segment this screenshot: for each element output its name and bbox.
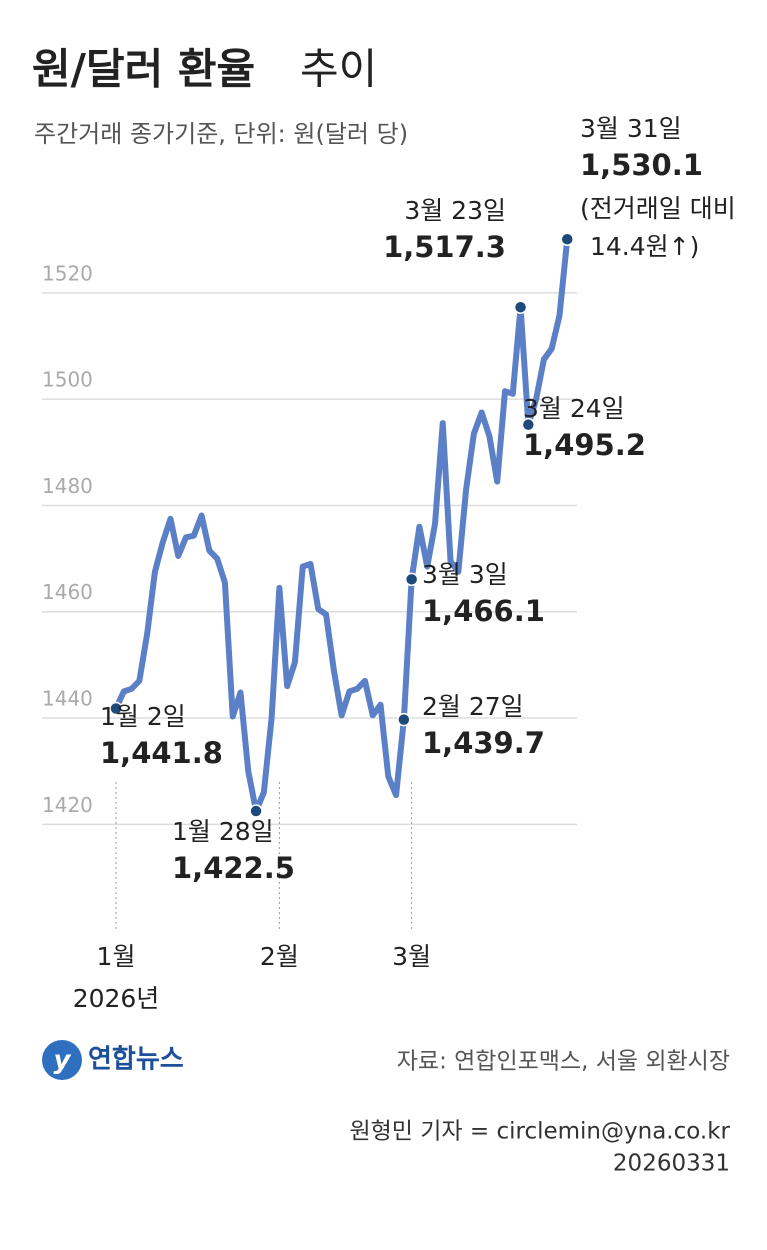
point-date: 3월 23일 (404, 196, 506, 225)
point-date: 2월 27일 (422, 692, 524, 721)
x-tick-label: 3월 (392, 942, 431, 971)
chart-subtitle: 주간거래 종가기준, 단위: 원(달러 당) (34, 120, 408, 148)
point (109, 701, 123, 716)
data-label: 1,422.5 (172, 851, 295, 885)
point (397, 712, 411, 727)
chart-title-suffix: 추이 (300, 45, 377, 94)
point (560, 232, 574, 246)
note: 14.4원↑) (590, 232, 699, 261)
point (249, 804, 263, 818)
credit: 원형민 기자 = circlemin@yna.co.kr (349, 1119, 730, 1145)
y-tick-label: 1420 (42, 793, 93, 817)
data-label: 1,439.7 (422, 726, 545, 760)
y-tick-label: 1480 (42, 474, 93, 498)
data-label: 1,466.1 (422, 594, 545, 628)
data-label: 1,530.1 (580, 148, 703, 182)
y-tick-label: 1500 (42, 368, 93, 392)
source: 자료: 연합인포맥스, 서울 외환시장 (397, 1049, 730, 1075)
line (113, 238, 571, 815)
y-tick-label: 1460 (42, 580, 93, 604)
x-tick-label: 1월 (97, 942, 136, 971)
date: 20260331 (613, 1151, 730, 1177)
y-tick-label: 1440 (42, 687, 93, 711)
point-date: 3월 31일 (580, 114, 682, 143)
point-date: 3월 24일 (523, 394, 625, 423)
x-sublabel: 2026년 (73, 984, 160, 1013)
data-label: 1,517.3 (383, 230, 506, 264)
x-tick-label: 2월 (260, 942, 299, 971)
point (404, 572, 419, 587)
point (513, 300, 528, 314)
note: (전거래일 대비 (580, 194, 736, 223)
logo-glyph: y (54, 1046, 72, 1076)
y-tick-label: 1520 (42, 261, 93, 285)
logo: y 연합뉴스 (42, 1040, 184, 1080)
data-label: 1,495.2 (523, 428, 646, 462)
logo-mark (42, 1040, 82, 1080)
point-date: 1월 2일 (100, 702, 186, 731)
chart-title: 원/달러 환율 (32, 45, 255, 94)
logo-text: 연합뉴스 (88, 1045, 184, 1075)
point-date: 1월 28일 (172, 817, 274, 846)
point-date: 3월 3일 (422, 560, 508, 589)
point (521, 417, 536, 432)
data-label: 1,441.8 (100, 736, 223, 770)
